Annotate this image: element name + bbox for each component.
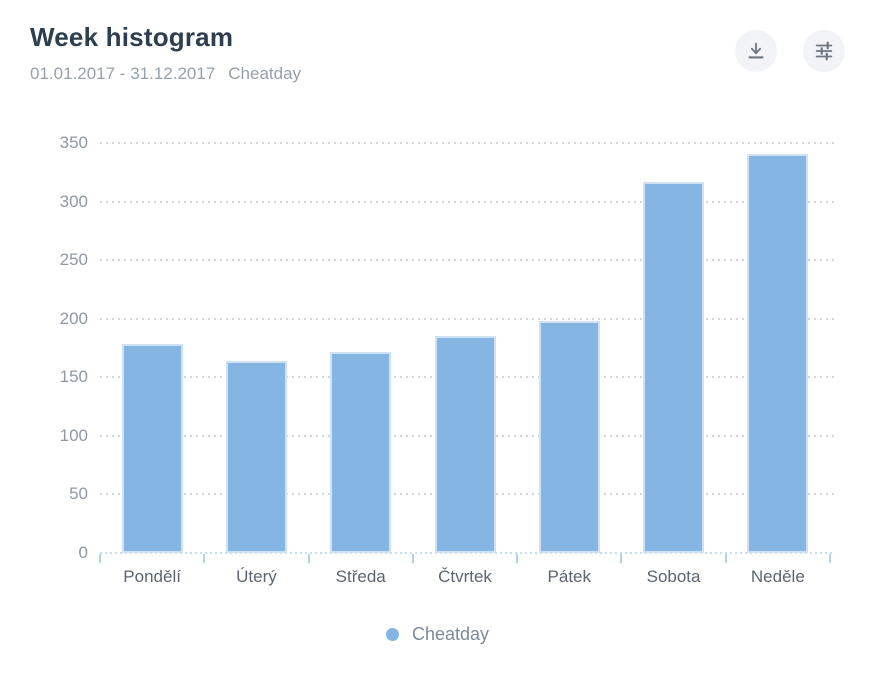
- axis-tick: [724, 554, 727, 563]
- x-axis-label: Pátek: [547, 567, 592, 586]
- chart-bar[interactable]: [225, 360, 287, 553]
- gridline: [100, 317, 838, 320]
- settings-button[interactable]: [803, 30, 845, 72]
- chart-bar[interactable]: [643, 181, 705, 553]
- download-icon: [745, 40, 767, 62]
- axis-tick: [203, 554, 206, 563]
- chart-bar[interactable]: [330, 351, 392, 553]
- y-axis-label: 200: [59, 308, 88, 328]
- axis-tick: [411, 554, 414, 563]
- x-axis-label: Neděle: [750, 567, 805, 586]
- y-axis-label: 350: [59, 133, 88, 152]
- legend-item[interactable]: Cheatday: [0, 624, 875, 645]
- sliders-icon: [813, 40, 835, 62]
- chart-bar[interactable]: [538, 321, 600, 553]
- download-button[interactable]: [735, 30, 777, 72]
- x-axis-label: Pondělí: [123, 567, 181, 586]
- series-tag-label: Cheatday: [228, 64, 302, 83]
- axis-tick: [516, 554, 519, 563]
- y-axis-label: 250: [59, 250, 88, 270]
- axis-tick: [307, 554, 310, 563]
- x-axis-label: Sobota: [646, 567, 701, 586]
- y-axis-label: 0: [78, 543, 88, 562]
- gridline: [100, 259, 838, 262]
- axis-tick: [620, 554, 623, 563]
- x-axis-label: Čtvrtek: [438, 567, 492, 586]
- chart-bar[interactable]: [434, 336, 496, 553]
- axis-tick: [99, 554, 101, 563]
- chart-bar[interactable]: [121, 344, 183, 553]
- x-axis-label: Středa: [335, 567, 386, 586]
- axis-tick: [829, 554, 831, 563]
- gridline: [100, 142, 838, 144]
- page-title: Week histogram: [30, 22, 234, 52]
- date-range-label: 01.01.2017 - 31.12.2017: [30, 64, 216, 83]
- y-axis-label: 50: [69, 484, 88, 504]
- legend-label: Cheatday: [411, 624, 490, 644]
- x-axis-baseline: [100, 552, 832, 554]
- gridline: [100, 200, 838, 203]
- legend-dot-icon: [385, 628, 399, 641]
- y-axis-label: 100: [59, 425, 88, 445]
- subtitle: 01.01.2017 - 31.12.2017 Cheatday: [30, 64, 301, 84]
- chart-bar[interactable]: [747, 153, 809, 553]
- y-axis-label: 150: [59, 367, 88, 387]
- x-axis-label: Úterý: [236, 567, 277, 586]
- y-axis-label: 300: [59, 191, 88, 211]
